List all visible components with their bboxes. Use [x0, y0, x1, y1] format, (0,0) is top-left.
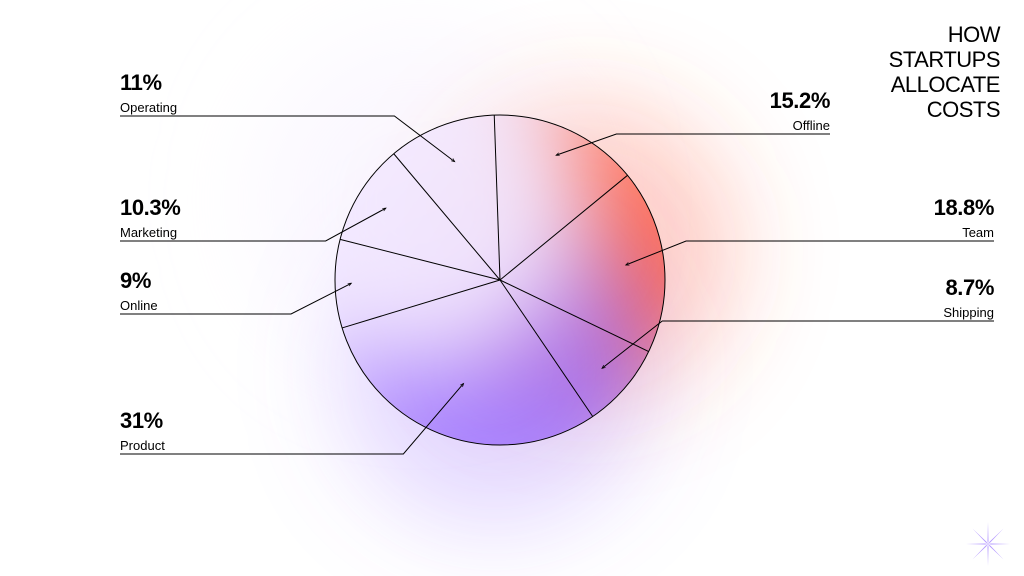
callout-label: Team	[824, 225, 994, 240]
callout-label: Product	[120, 438, 290, 453]
callout-label: Operating	[120, 100, 290, 115]
callout-label: Shipping	[824, 305, 994, 320]
title-line: HOW	[800, 22, 1000, 47]
callout-operating: 11% Operating	[120, 70, 290, 115]
callout-value: 10.3%	[120, 195, 290, 221]
callout-label: Online	[120, 298, 290, 313]
page-title: HOWSTARTUPSALLOCATECOSTS	[800, 22, 1000, 122]
callout-label: Offline	[660, 118, 830, 133]
callout-shipping: 8.7% Shipping	[824, 275, 994, 320]
title-line: ALLOCATE	[800, 72, 1000, 97]
callout-value: 11%	[120, 70, 290, 96]
callout-label: Marketing	[120, 225, 290, 240]
callout-value: 8.7%	[824, 275, 994, 301]
callout-team: 18.8% Team	[824, 195, 994, 240]
infographic-stage: HOWSTARTUPSALLOCATECOSTS 15.2% Offline 18.…	[0, 0, 1024, 576]
title-line: COSTS	[800, 97, 1000, 122]
callout-value: 18.8%	[824, 195, 994, 221]
callout-value: 15.2%	[660, 88, 830, 114]
callout-product: 31% Product	[120, 408, 290, 453]
callout-value: 9%	[120, 268, 290, 294]
callout-value: 31%	[120, 408, 290, 434]
callout-marketing: 10.3% Marketing	[120, 195, 290, 240]
callout-online: 9% Online	[120, 268, 290, 313]
title-line: STARTUPS	[800, 47, 1000, 72]
callout-offline: 15.2% Offline	[660, 88, 830, 133]
